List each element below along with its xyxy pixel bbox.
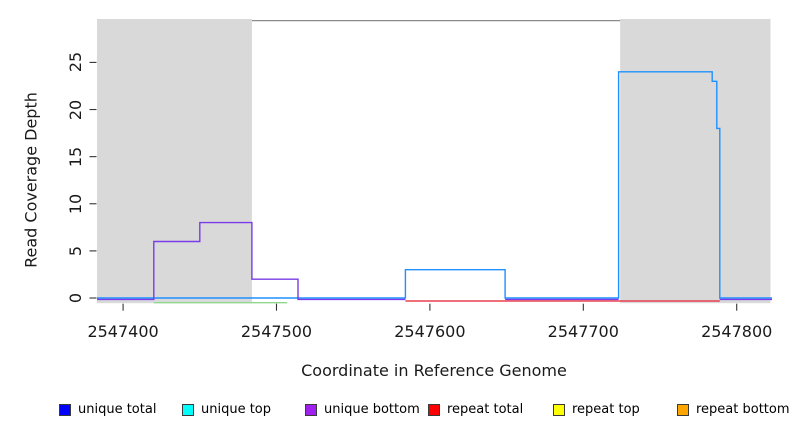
y-tick-label: 15 [66, 146, 85, 167]
legend-label: repeat top [572, 402, 640, 417]
y-tick-label: 10 [66, 193, 85, 214]
x-tick-label: 2547700 [547, 322, 619, 341]
legend-label: repeat total [447, 402, 524, 417]
legend-label: unique bottom [324, 402, 420, 417]
legend-swatch-icon [553, 404, 565, 416]
x-tick-label: 2547600 [394, 322, 466, 341]
series-unique-total-coverage-line [97, 71, 772, 299]
legend-label: repeat bottom [696, 402, 790, 417]
y-tick-label: 0 [66, 292, 85, 304]
left-gray-region [97, 19, 252, 304]
y-tick-label: 20 [66, 99, 85, 120]
legend-swatch-icon [305, 404, 317, 416]
y-axis-title: Read Coverage Depth [21, 92, 41, 268]
y-tick-label: 25 [66, 52, 85, 73]
legend-swatch-icon [428, 404, 440, 416]
x-axis-title: Coordinate in Reference Genome [301, 361, 567, 380]
x-tick-label: 2547800 [701, 322, 773, 341]
x-tick-label: 2547400 [87, 322, 159, 341]
legend-swatch-icon [182, 404, 194, 416]
legend-label: unique top [201, 402, 272, 417]
series-unique-bottom-step-line [97, 221, 406, 301]
legend-label: unique total [78, 402, 157, 417]
y-tick-label: 5 [66, 245, 85, 256]
x-tick-label: 2547500 [240, 322, 313, 341]
legend-swatch-icon [677, 404, 689, 416]
legend-swatch-icon [59, 404, 71, 416]
right-gray-region [620, 19, 771, 304]
